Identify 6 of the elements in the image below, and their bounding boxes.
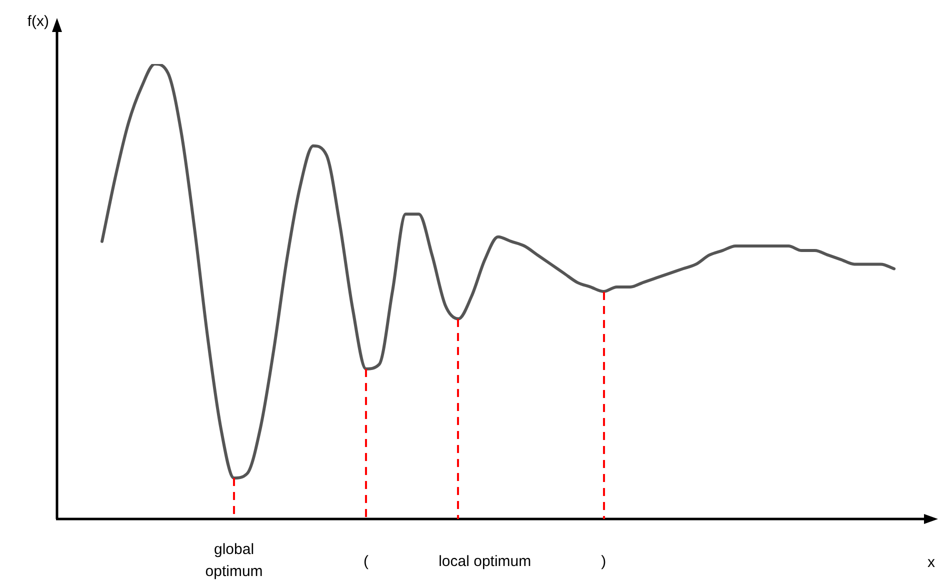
- text: ): [601, 553, 606, 570]
- x-axis-title: x: [928, 554, 936, 572]
- text: (: [364, 553, 369, 570]
- text: global optimum: [205, 541, 263, 580]
- text: local optimum: [438, 553, 532, 570]
- y-axis-title: f(x): [27, 13, 49, 30]
